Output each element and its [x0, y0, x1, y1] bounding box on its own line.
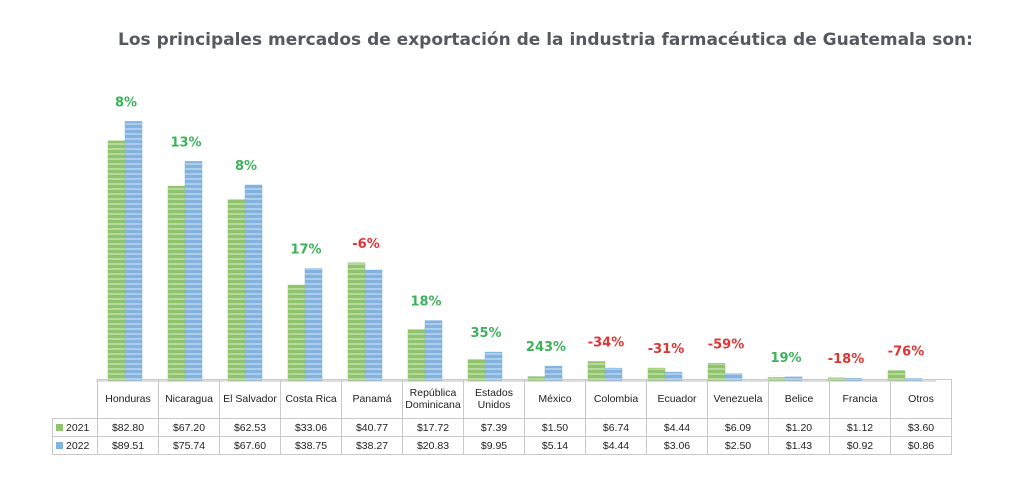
growth-label: 8% — [115, 95, 137, 110]
bar-2022-1 — [184, 161, 203, 382]
category-label: México — [524, 379, 586, 419]
category-label: Colombia — [585, 379, 647, 419]
table-row: 2022 $89.51 $75.74 $67.60 $38.75 $38.27 $20.83… — [52, 436, 952, 455]
value-cell: $6.74 — [585, 418, 647, 437]
value-cell: $38.75 — [280, 436, 342, 455]
value-cell: $20.83 — [402, 436, 464, 455]
growth-label: -18% — [828, 352, 865, 367]
value-cell: $1.20 — [768, 418, 830, 437]
legend-label: 2022 — [66, 439, 90, 452]
value-cell: $67.60 — [219, 436, 281, 455]
bar-2021-5 — [407, 329, 426, 382]
value-cell: $38.27 — [341, 436, 403, 455]
growth-label: 18% — [410, 295, 441, 310]
value-cell: $75.74 — [158, 436, 220, 455]
growth-label: -59% — [708, 337, 745, 352]
value-cell: $33.06 — [280, 418, 342, 437]
value-cell: $1.50 — [524, 418, 586, 437]
category-label: El Salvador — [219, 379, 281, 419]
value-cell: $82.80 — [97, 418, 159, 437]
value-cell: $6.09 — [707, 418, 769, 437]
category-label: Venezuela — [707, 379, 769, 419]
value-cell: $17.72 — [402, 418, 464, 437]
value-cell: $5.14 — [524, 436, 586, 455]
growth-label: 35% — [470, 326, 501, 341]
category-label: Panamá — [341, 379, 403, 419]
category-label: Otros — [890, 379, 952, 419]
category-label: Honduras — [97, 379, 159, 419]
growth-label: 17% — [290, 243, 321, 258]
bar-2022-6 — [484, 351, 503, 382]
category-label: República Dominicana — [402, 379, 464, 419]
category-label: Nicaragua — [158, 379, 220, 419]
growth-label: 19% — [770, 351, 801, 366]
table-row: 2021 $82.80 $67.20 $62.53 $33.06 $40.77 $17.72… — [52, 418, 952, 437]
value-cell: $40.77 — [341, 418, 403, 437]
bar-2021-1 — [167, 185, 186, 382]
value-cell: $1.43 — [768, 436, 830, 455]
value-cell: $4.44 — [646, 418, 708, 437]
value-cell: $67.20 — [158, 418, 220, 437]
value-cell: $4.44 — [585, 436, 647, 455]
bar-2021-6 — [467, 359, 486, 382]
chart-title: Los principales mercados de exportación … — [118, 30, 973, 50]
growth-label: 243% — [526, 340, 566, 355]
value-cell: $3.06 — [646, 436, 708, 455]
legend-entry: 2021 — [52, 418, 98, 437]
value-cell: $0.92 — [829, 436, 891, 455]
table-corner — [53, 380, 98, 419]
value-cell: $2.50 — [707, 436, 769, 455]
legend-swatch — [56, 442, 63, 450]
value-cell: $7.39 — [463, 418, 525, 437]
category-label: Francia — [829, 379, 891, 419]
category-label: Ecuador — [646, 379, 708, 419]
bar-2021-4 — [347, 262, 366, 382]
growth-label: -31% — [648, 342, 685, 357]
legend-entry: 2022 — [52, 436, 98, 455]
legend-label: 2021 — [66, 421, 90, 434]
value-cell: $89.51 — [97, 436, 159, 455]
value-cell: $62.53 — [219, 418, 281, 437]
bar-2022-2 — [244, 184, 263, 382]
data-table: Honduras Nicaragua El Salvador Costa Rica Pa… — [52, 379, 952, 455]
growth-label: -34% — [588, 336, 625, 351]
bar-2021-2 — [227, 199, 246, 382]
category-label: Belice — [768, 379, 830, 419]
value-cell: $1.12 — [829, 418, 891, 437]
category-label: Costa Rica — [280, 379, 342, 419]
bar-2022-4 — [364, 269, 383, 382]
growth-label: 13% — [170, 135, 201, 150]
value-cell: $9.95 — [463, 436, 525, 455]
growth-label: -76% — [888, 345, 925, 360]
growth-label: 8% — [235, 159, 257, 174]
bar-2022-3 — [304, 268, 323, 382]
bar-2022-5 — [424, 320, 443, 382]
value-cell: $3.60 — [890, 418, 952, 437]
bar-2022-0 — [124, 121, 143, 382]
bar-2021-0 — [107, 140, 126, 382]
bar-2021-3 — [287, 284, 306, 382]
category-label: Estados Unidos — [463, 379, 525, 419]
growth-label: -6% — [352, 237, 379, 252]
legend-swatch — [56, 424, 63, 432]
value-cell: $0.86 — [890, 436, 952, 455]
